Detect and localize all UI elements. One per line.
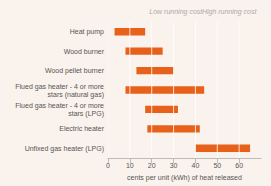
svg-text:Wood burner: Wood burner xyxy=(64,48,105,55)
svg-text:50: 50 xyxy=(213,162,221,169)
svg-text:10: 10 xyxy=(126,162,134,169)
svg-text:40: 40 xyxy=(192,162,200,169)
svg-text:cents per unit (kWh) of heat r: cents per unit (kWh) of heat released xyxy=(127,174,242,182)
svg-text:Flued gas heater - 4 or more: Flued gas heater - 4 or more xyxy=(15,83,104,91)
svg-text:Low running cost: Low running cost xyxy=(149,8,203,16)
svg-text:Flued gas heater - 4 or more: Flued gas heater - 4 or more xyxy=(15,102,104,110)
svg-text:20: 20 xyxy=(148,162,156,169)
svg-text:Unfixed gas heater (LPG): Unfixed gas heater (LPG) xyxy=(25,145,104,153)
svg-text:stars (natural gas): stars (natural gas) xyxy=(48,91,104,99)
svg-text:60: 60 xyxy=(235,162,243,169)
svg-text:stars (LPG): stars (LPG) xyxy=(68,110,104,118)
svg-text:Heat pump: Heat pump xyxy=(70,28,104,36)
svg-text:High running cost: High running cost xyxy=(202,8,258,16)
svg-text:0: 0 xyxy=(106,162,110,169)
svg-text:Electric heater: Electric heater xyxy=(59,125,104,132)
svg-text:Wood pellet burner: Wood pellet burner xyxy=(45,67,105,75)
svg-text:30: 30 xyxy=(170,162,178,169)
